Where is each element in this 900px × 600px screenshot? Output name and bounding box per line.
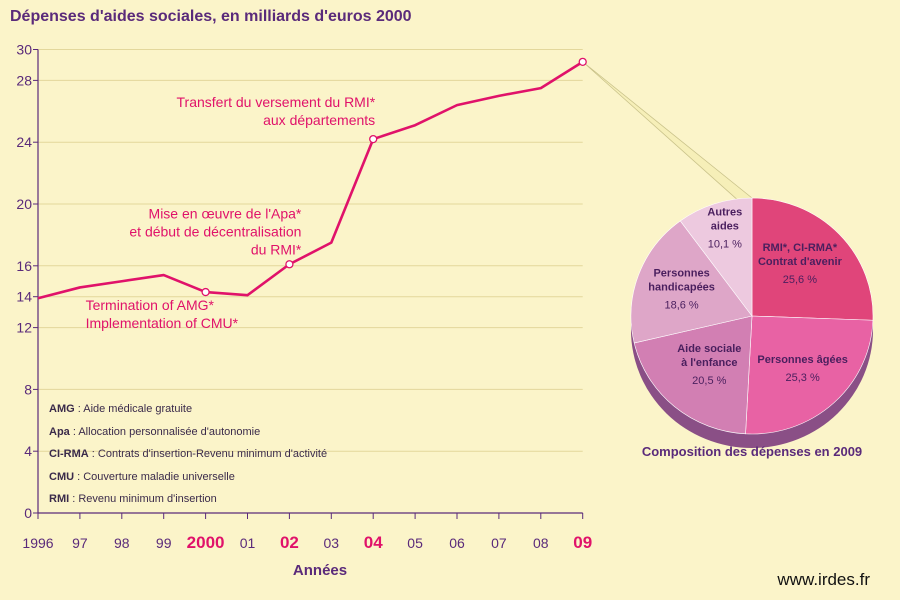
pie-slice-label: Autres aides [707, 206, 742, 232]
pie-label-line: RMI*, CI-RMA* [763, 242, 838, 254]
annotation-line: Transfert du versement du RMI* [177, 94, 376, 110]
x-tick-label: 99 [156, 535, 172, 551]
pie-slice-value: 20,5 % [692, 375, 726, 387]
x-axis-label: Années [293, 562, 347, 579]
data-point-marker [369, 134, 378, 144]
glossary-item: Apa : Allocation personnalisée d'autonom… [49, 421, 327, 444]
line-series [37, 60, 584, 300]
pie-slice-value: 10,1 % [708, 238, 742, 250]
y-tick-label: 20 [16, 196, 32, 212]
annotation-line: du RMI* [251, 241, 302, 257]
pie-label-line: Contrat d'avenir [758, 256, 843, 268]
pie-slice [751, 197, 874, 321]
x-tick-label: 07 [491, 535, 507, 551]
annotation-line: Termination of AMG* [86, 297, 215, 313]
pie-chart: RMI*, CI-RMA* Contrat d'avenir 25,6 % Perso… [630, 197, 874, 459]
y-tick-label: 16 [16, 258, 32, 274]
annotation-text: Termination of AMG* Implementation of CMU… [86, 297, 239, 331]
annotation-text: Mise en œuvre de l'Apa* et début de décen… [129, 205, 302, 257]
footer-url: www.irdes.fr [777, 570, 870, 589]
pie-slice-value: 25,6 % [783, 274, 817, 286]
pie-slice [745, 315, 874, 435]
pie-label-line: Aide sociale [677, 343, 741, 355]
glossary-text: : Aide médicale gratuite [74, 403, 193, 415]
pie-slice-label: Personnes âgées [757, 354, 848, 366]
glossary-item: CI-RMA : Contrats d'insertion-Revenu min… [49, 443, 327, 466]
chart-title: Dépenses d'aides sociales, en milliards … [10, 8, 412, 25]
pie-slice-value: 18,6 % [664, 300, 698, 312]
x-tick-label: 05 [407, 535, 423, 551]
glossary-abbr: RMI [49, 493, 70, 505]
x-tick-label: 01 [240, 535, 256, 551]
y-tick-label: 4 [24, 443, 32, 459]
pie-title: Composition des dépenses en 2009 [642, 444, 862, 459]
y-tick-label: 14 [16, 289, 32, 305]
data-point-marker [285, 260, 294, 269]
annotation-text: Transfert du versement du RMI* aux départ… [177, 94, 376, 128]
pie-slice [630, 220, 753, 344]
data-point-marker [578, 57, 587, 67]
y-tick-label: 30 [16, 42, 32, 58]
annotation-line: aux départements [263, 112, 375, 128]
annotation-line: Implementation of CMU* [86, 315, 239, 331]
pie-label-line: Personnes [653, 268, 709, 280]
pie-label-line: handicapées [648, 282, 715, 294]
glossary-text: : Revenu minimum d'insertion [69, 493, 217, 505]
glossary-abbr: CI-RMA [49, 448, 89, 460]
glossary-abbr: CMU [49, 470, 75, 483]
y-tick-label: 0 [24, 505, 32, 521]
pie-slice-label: RMI*, CI-RMA* Contrat d'avenir [758, 242, 843, 268]
glossary-item: AMG : Aide médicale gratuite [49, 398, 327, 421]
x-tick-label: 06 [449, 535, 465, 551]
pie-label-line: à l'enfance [681, 357, 737, 369]
series-line [37, 60, 584, 300]
glossary-item: CMU : Couverture maladie universelle [49, 466, 327, 489]
annotations: Termination of AMG* Implementation of CMU… [86, 57, 587, 331]
pie-slice [633, 315, 753, 435]
x-tick-label: 09 [573, 533, 592, 552]
pie-slice [679, 197, 753, 317]
x-tick-label: 03 [324, 535, 340, 551]
y-tick-label: 8 [24, 381, 32, 397]
x-tick-label: 98 [114, 535, 130, 551]
annotation-line: Mise en œuvre de l'Apa* [149, 205, 302, 221]
x-tick-label: 97 [72, 535, 88, 551]
x-tick-label: 2000 [187, 533, 225, 552]
pie-slice-value: 25,3 % [785, 372, 819, 384]
x-tick-label: 1996 [22, 535, 53, 551]
pie-label-line: Autres [707, 206, 742, 218]
data-point-marker [201, 287, 210, 297]
glossary-abbr: AMG [49, 403, 75, 415]
glossary-text: : Allocation personnalisée d'autonomie [69, 425, 261, 438]
glossary-text: : Contrats d'insertion-Revenu minimum d'… [88, 448, 328, 460]
pie-slice-label: Aide sociale à l'enfance [677, 343, 741, 369]
x-tick-label: 04 [364, 533, 383, 552]
pie-label-line: aides [711, 220, 739, 232]
glossary: AMG : Aide médicale gratuite Apa : Alloca… [49, 398, 327, 511]
glossary-text: : Couverture maladie universelle [74, 470, 235, 483]
x-tick-label: 08 [533, 535, 549, 551]
y-tick-label: 12 [16, 320, 32, 336]
y-tick-label: 24 [16, 134, 32, 150]
x-tick-label: 02 [280, 533, 299, 552]
annotation-line: et début de décentralisation [129, 223, 301, 239]
pie-label-line: Personnes âgées [757, 354, 848, 366]
pie-slice-label: Personnes handicapées [648, 268, 715, 294]
glossary-abbr: Apa [49, 425, 70, 438]
y-tick-label: 28 [16, 72, 32, 88]
glossary-item: RMI : Revenu minimum d'insertion [49, 488, 327, 511]
